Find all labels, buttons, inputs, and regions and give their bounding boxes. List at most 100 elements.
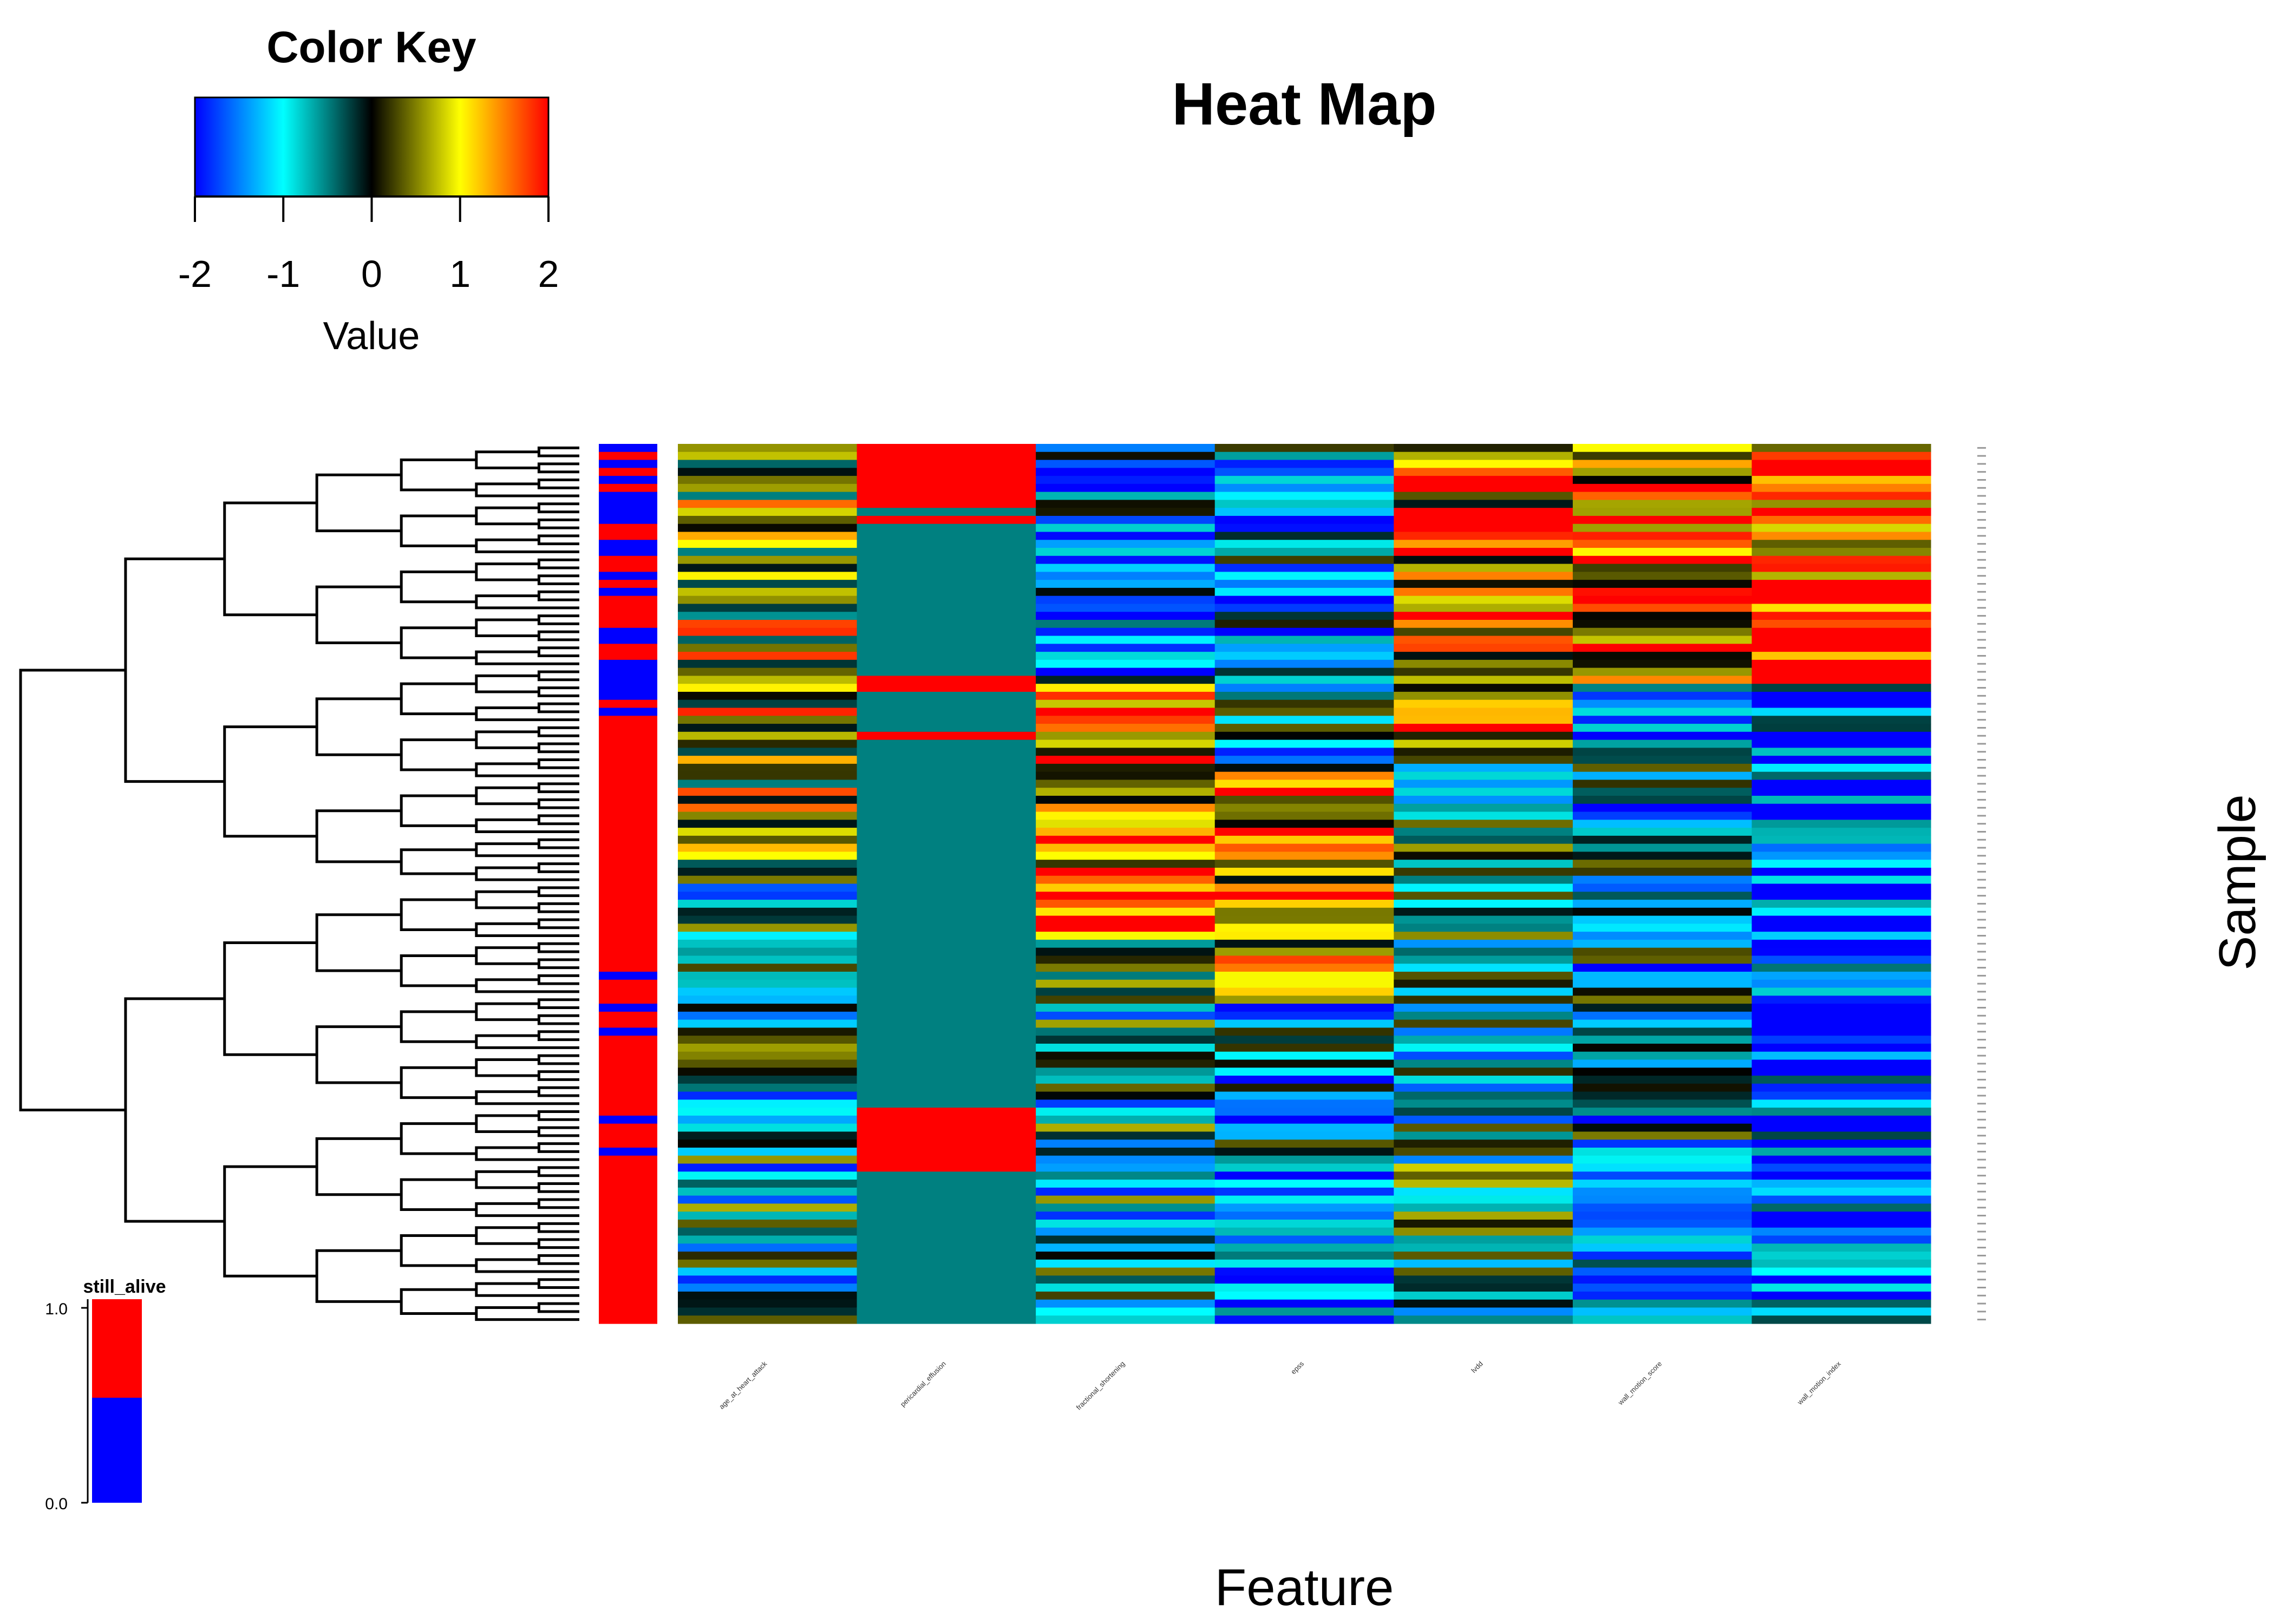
heatmap-cell (1214, 1091, 1394, 1100)
heatmap-cell (678, 835, 858, 844)
heatmap-cell (857, 1212, 1036, 1220)
heatmap-cell (1572, 627, 1753, 637)
side-bar-cell (599, 756, 657, 764)
heatmap-cell (1214, 1243, 1394, 1252)
heatmap-cell (1394, 964, 1573, 972)
heatmap-cell (1394, 620, 1573, 628)
heatmap-cell (1752, 924, 1931, 932)
heatmap-cell (678, 1315, 858, 1324)
heatmap-cell (678, 803, 858, 813)
heatmap-cell (857, 1036, 1036, 1044)
dendrogram-branch (537, 886, 579, 898)
heatmap-cell (1572, 659, 1753, 669)
heatmap-cell (857, 691, 1036, 700)
dendrogram-branch (537, 1142, 579, 1153)
heatmap-cell (1036, 1267, 1216, 1276)
heatmap-cell (1214, 555, 1394, 565)
heatmap-cell (1394, 699, 1573, 709)
heatmap-cell (1036, 1019, 1216, 1029)
heatmap-cell (678, 492, 858, 501)
heatmap-cell (1572, 667, 1753, 677)
side-bar-cell (599, 892, 657, 900)
heatmap-cell (678, 500, 858, 508)
heatmap-cell (1394, 587, 1573, 597)
side-bar-cell (599, 1108, 657, 1116)
heatmap-cell (1752, 1195, 1931, 1204)
dendrogram-branch (475, 618, 539, 638)
heatmap-cell (1752, 811, 1931, 820)
heatmap-cell (1394, 1091, 1573, 1100)
heatmap-cell (1572, 915, 1753, 924)
heatmap-cell (1394, 1307, 1573, 1316)
heatmap-cell (1036, 1108, 1216, 1116)
heatmap-cell (678, 595, 858, 605)
dendrogram-branch (475, 890, 539, 909)
heatmap-cell (1036, 875, 1216, 885)
heatmap-cell (857, 468, 1036, 476)
dendrogram-branch (537, 958, 579, 970)
side-bar-cell (599, 604, 657, 612)
heatmap-cell (1752, 1307, 1931, 1316)
heatmap-cell (1214, 835, 1394, 844)
heatmap-cell (857, 580, 1036, 588)
heatmap-cell (1572, 964, 1753, 972)
heatmap-cell (857, 1155, 1036, 1164)
side-bar-cell (599, 852, 657, 860)
heatmap-cell (1214, 1131, 1394, 1140)
heatmap-cell (1572, 883, 1753, 892)
heatmap-cell (1394, 1155, 1573, 1164)
heatmap-cell (1036, 587, 1216, 597)
heatmap-cell (1572, 1099, 1753, 1108)
heatmap-cell (857, 1267, 1036, 1276)
heatmap-cell (678, 644, 858, 652)
chart-title: Heat Map (1172, 71, 1437, 137)
heatmap-cell (1394, 924, 1573, 932)
dendrogram-branch (475, 538, 579, 553)
heatmap-cell (1752, 843, 1931, 853)
heatmap-cell (1214, 756, 1394, 764)
side-bar-cell (599, 620, 657, 628)
side-bar-cell (599, 1155, 657, 1164)
heatmap-cell (1394, 1011, 1573, 1020)
heatmap-cell (1036, 1043, 1216, 1052)
heatmap-cell (1214, 659, 1394, 669)
heatmap-cell (857, 987, 1036, 996)
heatmap-cell (1394, 500, 1573, 508)
side-bar-cell (599, 572, 657, 580)
heatmap-cell (1214, 1043, 1394, 1052)
heatmap-cell (1572, 987, 1753, 996)
dendrogram-branch (537, 1254, 579, 1265)
heatmap-cell (857, 1284, 1036, 1292)
dendrogram-branch (475, 1226, 539, 1245)
heatmap-cell (1394, 540, 1573, 548)
heatmap-cell (1572, 780, 1753, 788)
side-bar-cell (599, 1307, 657, 1316)
heatmap-cells (678, 444, 1931, 1324)
heatmap-cell (678, 1299, 858, 1308)
heatmap-cell (1752, 1180, 1931, 1188)
heatmap-cell (1752, 1212, 1931, 1220)
dendrogram-branch (537, 478, 579, 489)
heatmap-cell (678, 540, 858, 548)
heatmap-cell (1036, 972, 1216, 980)
heatmap-cell (1572, 939, 1753, 948)
heatmap-cell (1394, 1076, 1573, 1084)
heatmap-cell (678, 1148, 858, 1156)
heatmap-cell (1214, 1027, 1394, 1036)
heatmap-cell (1036, 739, 1216, 748)
heatmap-cell (1214, 691, 1394, 700)
dendrogram-branch (537, 862, 579, 873)
dendrogram-branch (537, 942, 579, 953)
heatmap-cell (1752, 1108, 1931, 1116)
heatmap-cell (1214, 1180, 1394, 1188)
dendrogram-branch (400, 848, 476, 875)
side-bar-cell (599, 676, 657, 684)
heatmap-cell (857, 532, 1036, 540)
dendrogram-branch (537, 742, 579, 754)
heatmap-cell (1752, 555, 1931, 565)
heatmap-cell (1572, 924, 1753, 932)
heatmap-cell (857, 476, 1036, 484)
heatmap-cell (1572, 771, 1753, 781)
heatmap-cell (1036, 1027, 1216, 1036)
heatmap-cell (857, 1203, 1036, 1212)
